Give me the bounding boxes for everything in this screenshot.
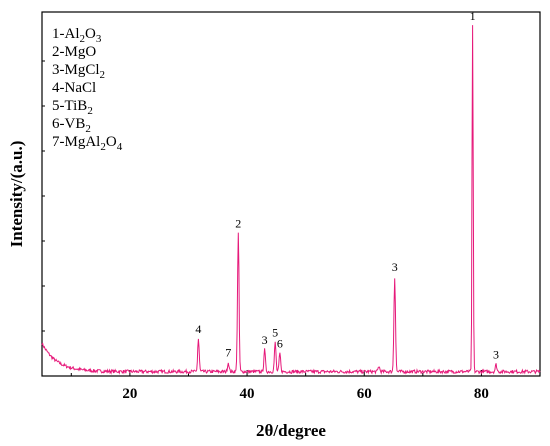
peak-label: 6	[277, 337, 283, 351]
peak-label: 1	[470, 9, 476, 23]
x-ticks: 20 40 60 80	[70, 370, 541, 402]
peak-label: 3	[392, 260, 398, 274]
legend-entry: 2-MgO	[52, 44, 96, 60]
plot-frame	[41, 11, 541, 377]
y-ticks	[42, 60, 45, 332]
xrd-pattern-line	[41, 25, 541, 375]
x-axis-label: 2θ/degree	[256, 421, 326, 440]
peak-label: 5	[272, 326, 278, 340]
y-axis-label: Intensity/(a.u.)	[7, 141, 26, 248]
x-tick-label: 80	[474, 386, 489, 402]
peak-label: 3	[262, 333, 268, 347]
x-tick-label: 40	[240, 386, 255, 402]
x-tick-label: 20	[122, 386, 137, 402]
legend-entry: 6-VB2	[52, 116, 91, 135]
x-tick-label: 60	[357, 386, 372, 402]
peak-label: 7	[225, 346, 231, 360]
legend-entry: 7-MgAl2O4	[52, 134, 123, 153]
legend-entry: 1-Al2O3	[52, 26, 102, 45]
peak-label: 3	[493, 348, 499, 362]
peak-label: 4	[195, 322, 201, 336]
peak-label: 2	[235, 216, 241, 230]
legend-entry: 5-TiB2	[52, 98, 93, 117]
legend-entry: 4-NaCl	[52, 80, 96, 96]
legend-entry: 3-MgCl2	[52, 62, 105, 81]
